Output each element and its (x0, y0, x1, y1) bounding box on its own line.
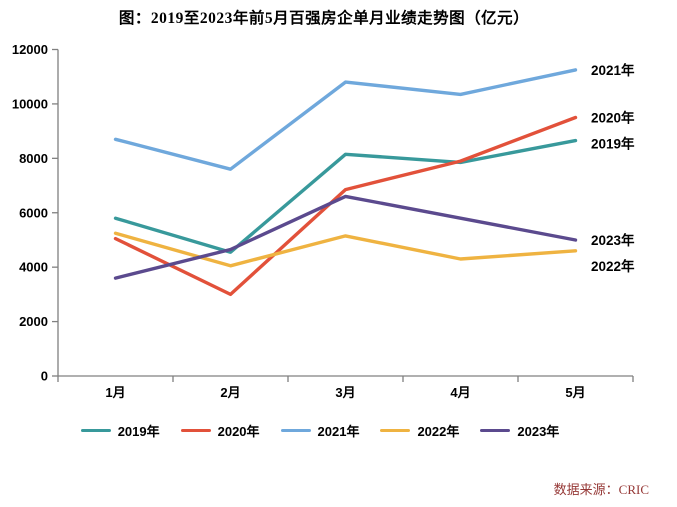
legend-label-2: 2021年 (317, 424, 360, 439)
y-axis-label: 8000 (19, 151, 48, 166)
legend-label-3: 2022年 (417, 424, 460, 439)
series-label-2023年: 2023年 (591, 232, 635, 248)
y-axis-label: 0 (41, 369, 48, 384)
legend-swatch-3 (380, 428, 411, 433)
chart-title: 图：2019至2023年前5月百强房企单月业绩走势图（亿元） (118, 10, 530, 27)
y-axis-label: 2000 (19, 314, 48, 329)
x-axis-label: 3月 (335, 385, 355, 400)
x-axis-label: 4月 (450, 385, 470, 400)
legend-swatch-2 (280, 428, 311, 433)
series-line-2021年 (113, 68, 578, 171)
y-axis-label: 6000 (19, 205, 48, 220)
x-axis-label: 2月 (220, 385, 240, 400)
legend-label-0: 2019年 (117, 424, 160, 439)
x-axis-label: 1月 (105, 385, 125, 400)
legend-label-4: 2023年 (517, 424, 560, 439)
line-chart: 0 2000 4000 6000 8000 10000 12000 1月 2月 3月 4月 5月 202… (12, 42, 635, 400)
x-axis-label: 5月 (565, 385, 585, 400)
legend-swatch-0 (80, 428, 111, 433)
legend-swatch-1 (180, 428, 211, 433)
legend-item-3: 2022年 (380, 421, 459, 440)
series-line-2023年 (113, 194, 578, 280)
series-line-2019年 (113, 138, 578, 254)
data-source-label: 数据来源：CRIC (553, 482, 649, 497)
series-line-2022年 (113, 231, 578, 268)
y-axis-label: 4000 (19, 260, 48, 275)
series-label-2019年: 2019年 (591, 136, 635, 152)
legend-swatch-4 (480, 428, 511, 433)
legend-item-4: 2023年 (480, 421, 559, 440)
legend-item-2: 2021年 (280, 421, 360, 440)
series-label-2022年: 2022年 (591, 258, 635, 274)
y-axis-label: 10000 (12, 96, 48, 111)
y-axis-label: 12000 (12, 42, 48, 57)
legend-label-1: 2020年 (217, 424, 260, 439)
series-label-2020年: 2020年 (591, 110, 635, 126)
series-label-2021年: 2021年 (591, 62, 635, 78)
legend-item-0: 2019年 (80, 421, 160, 440)
legend-item-1: 2020年 (180, 421, 260, 440)
chart-legend: 2019年 2020年 2021年 2022年 2023年 (0, 421, 640, 440)
series-line-2020年 (113, 115, 578, 297)
